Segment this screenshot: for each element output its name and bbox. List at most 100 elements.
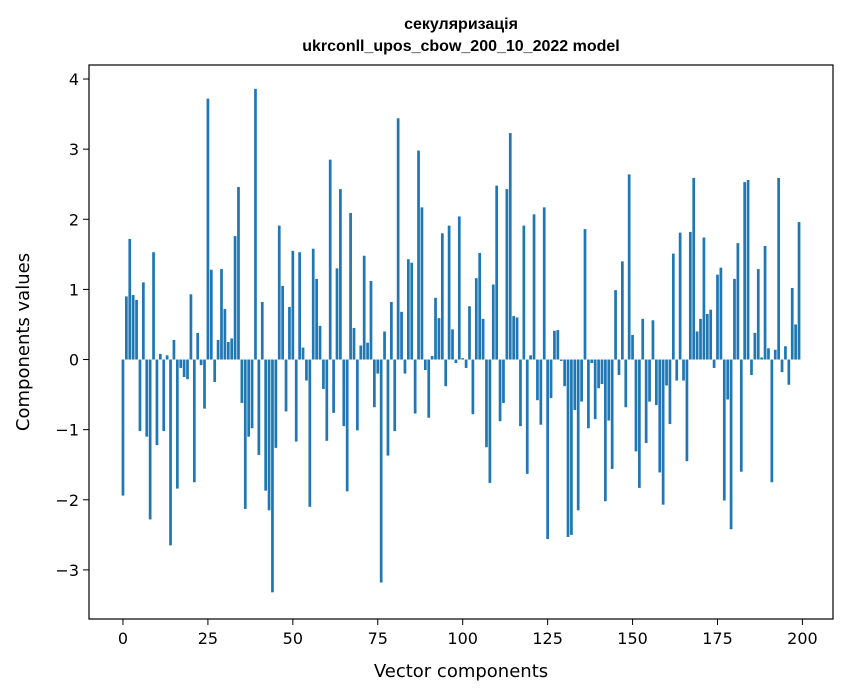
- bar: [410, 262, 414, 360]
- bar: [362, 255, 366, 360]
- bar: [322, 359, 325, 389]
- bar: [220, 269, 223, 360]
- bar: [417, 150, 420, 360]
- bar: [373, 359, 376, 408]
- bar: [369, 280, 373, 360]
- bar: [250, 359, 254, 429]
- bars-group: [121, 88, 801, 593]
- bar: [634, 359, 638, 452]
- y-tick-label: −1: [55, 421, 79, 440]
- bar: [593, 359, 597, 420]
- bar: [464, 359, 468, 368]
- bar: [597, 359, 600, 389]
- bar: [688, 231, 692, 360]
- bar: [332, 359, 335, 413]
- chart-title-line-2: ukrconll_upos_cbow_200_10_2022 model: [302, 38, 619, 55]
- bar: [773, 349, 777, 360]
- chart-title: секуляризація ukrconll_upos_cbow_200_10_…: [302, 16, 619, 55]
- bar: [627, 174, 631, 360]
- bar: [471, 359, 475, 415]
- bar: [767, 348, 770, 360]
- bar: [328, 159, 332, 360]
- bar: [345, 359, 349, 492]
- bar: [335, 268, 339, 360]
- bar: [318, 325, 322, 360]
- bar: [468, 306, 471, 360]
- bar: [131, 295, 135, 360]
- bar: [519, 359, 522, 427]
- bar: [481, 318, 485, 360]
- bar: [138, 359, 142, 432]
- bar: [158, 353, 162, 360]
- bar: [726, 359, 730, 400]
- bar: [277, 225, 281, 360]
- bar: [390, 302, 393, 360]
- bar: [709, 309, 713, 360]
- bar: [651, 320, 655, 360]
- bar: [196, 332, 200, 360]
- bar: [311, 248, 315, 360]
- bar: [145, 359, 149, 437]
- bar: [644, 359, 648, 443]
- bar: [182, 359, 186, 378]
- bar: [474, 278, 478, 360]
- bar: [434, 297, 437, 360]
- bar: [532, 214, 536, 360]
- bar: [315, 278, 318, 360]
- bar: [529, 355, 532, 360]
- bar: [624, 359, 628, 408]
- bar: [189, 294, 193, 360]
- bar: [366, 342, 369, 360]
- bar: [784, 346, 787, 360]
- bar: [142, 282, 145, 360]
- bar: [495, 185, 499, 360]
- bar: [162, 359, 166, 432]
- bar: [125, 296, 128, 360]
- bar: [658, 359, 662, 473]
- bar: [756, 269, 760, 360]
- y-axis-label: Components values: [13, 253, 34, 431]
- x-tick-label: 100: [447, 629, 478, 648]
- bar: [172, 339, 176, 360]
- bar: [179, 359, 183, 368]
- x-tick-label: 200: [787, 629, 818, 648]
- bar: [485, 359, 488, 448]
- bar: [671, 253, 675, 360]
- bar: [457, 216, 461, 360]
- bar: [763, 245, 767, 360]
- bar: [746, 180, 750, 360]
- bar: [583, 229, 587, 360]
- bar: [685, 359, 689, 462]
- bar: [641, 318, 645, 360]
- bar: [240, 359, 244, 404]
- bar: [294, 359, 298, 442]
- bar: [226, 342, 230, 360]
- bar: [267, 359, 271, 511]
- bar: [546, 359, 549, 540]
- bar: [175, 359, 179, 489]
- bar: [478, 252, 482, 360]
- bar: [128, 238, 132, 360]
- bar: [617, 359, 621, 375]
- y-tick-label: 0: [69, 351, 79, 370]
- bar: [430, 356, 434, 360]
- bar: [739, 359, 743, 472]
- bar: [396, 118, 400, 360]
- bar: [243, 359, 247, 509]
- x-tick-label: 150: [617, 629, 648, 648]
- bar: [386, 359, 390, 456]
- x-axis-label: Vector components: [374, 661, 548, 682]
- bar: [155, 359, 159, 446]
- bar: [790, 288, 794, 360]
- bar: [621, 261, 624, 360]
- bar: [451, 329, 454, 360]
- bar: [213, 359, 217, 382]
- plot-frame: [88, 64, 834, 620]
- bar: [288, 306, 291, 360]
- bar: [281, 285, 284, 360]
- bar: [461, 358, 465, 360]
- bar: [444, 359, 448, 387]
- bar: [199, 359, 203, 366]
- bar: [356, 359, 359, 431]
